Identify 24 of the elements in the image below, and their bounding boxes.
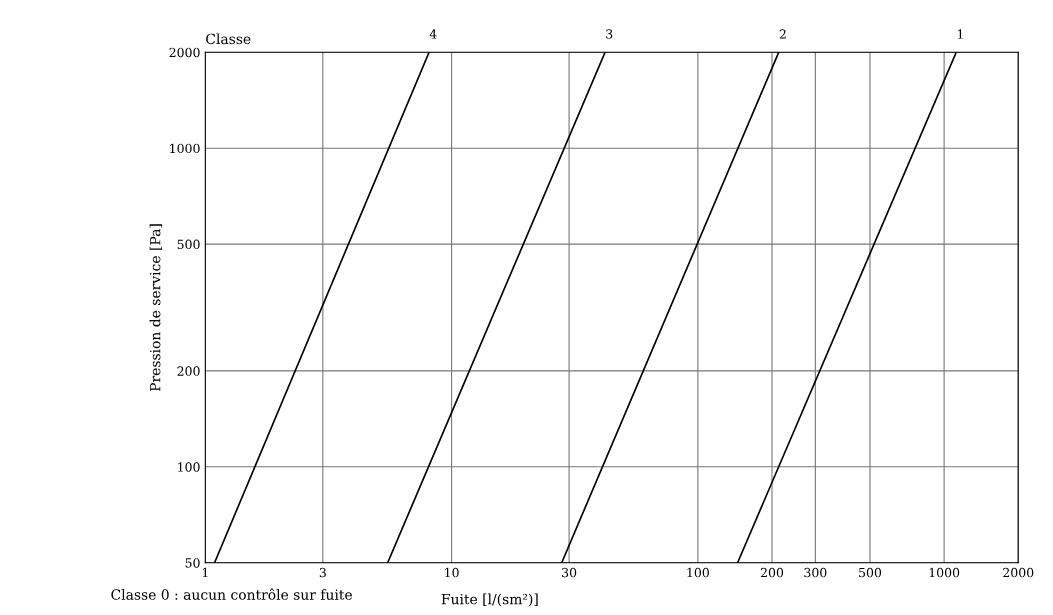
y-tick-label: 200: [177, 366, 200, 376]
series-label: 3: [606, 29, 613, 39]
chart-title: Classe: [206, 33, 251, 45]
x-tick-label: 200: [760, 567, 784, 578]
x-tick-label: 500: [859, 567, 882, 578]
x-tick-label: 2000: [1003, 567, 1034, 578]
series-label: 1: [957, 29, 963, 39]
x-tick-label: 10: [445, 567, 459, 578]
y-tick-label: 2000: [169, 47, 200, 58]
series-label: 4: [429, 29, 437, 39]
y-tick-label: 100: [178, 462, 200, 472]
y-tick-label: 1000: [170, 143, 200, 154]
y-axis-title: Pression de service [Pa]: [149, 224, 163, 392]
x-tick-label: 1000: [929, 567, 960, 578]
y-tick-label: 50: [185, 558, 200, 568]
y-tick-label: 500: [177, 239, 200, 250]
x-axis-title: Fuite [l/(sm²)]: [441, 593, 538, 607]
x-tick-label: 100: [687, 567, 709, 578]
x-tick-label: 300: [804, 567, 827, 578]
x-tick-label: 1: [202, 567, 208, 578]
x-tick-label: 3: [319, 567, 326, 578]
text: Classe 0 : aucun contrôle sur fuite: [111, 588, 352, 600]
x-tick-label: 30: [562, 567, 577, 578]
series-label: 2: [779, 29, 786, 39]
